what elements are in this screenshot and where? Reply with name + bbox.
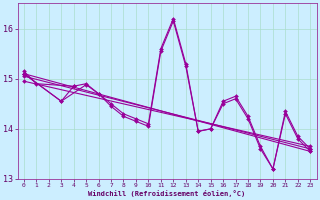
X-axis label: Windchill (Refroidissement éolien,°C): Windchill (Refroidissement éolien,°C) [88, 190, 246, 197]
